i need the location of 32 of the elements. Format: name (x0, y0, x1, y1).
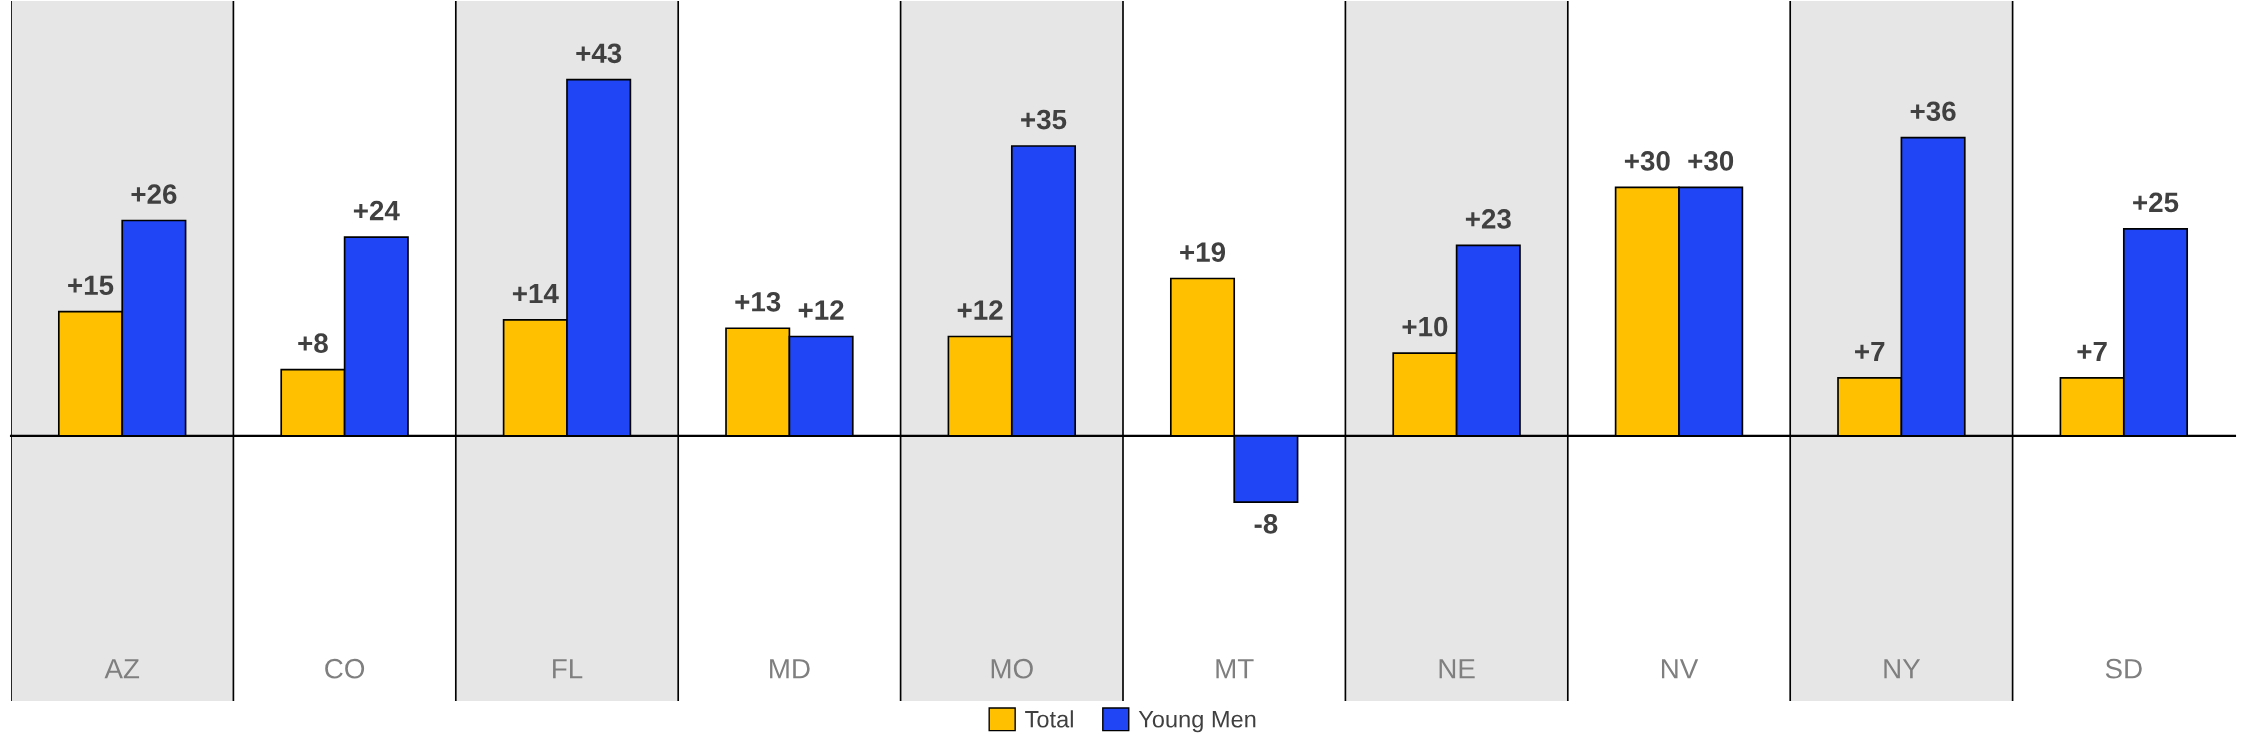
data-label: +13 (735, 291, 781, 312)
data-label: +7 (1855, 341, 1885, 362)
data-label: +8 (298, 333, 328, 354)
legend-label: Total (1025, 710, 1073, 728)
x-tick-label: NY (1884, 659, 1921, 679)
data-label: +15 (68, 275, 114, 296)
data-label: +12 (957, 300, 1003, 320)
data-label: +19 (1180, 242, 1226, 262)
x-tick-label: SD (2105, 658, 2142, 679)
data-label: +7 (2077, 341, 2107, 362)
data-label: +36 (1910, 101, 1956, 122)
data-label: -8 (1254, 514, 1278, 534)
x-tick-label: FL (553, 659, 583, 679)
x-tick-label: AZ (104, 659, 140, 679)
data-label: +12 (798, 300, 844, 320)
data-label: +10 (1402, 316, 1448, 337)
data-label: +25 (2133, 192, 2179, 213)
data-label: +43 (576, 43, 622, 64)
x-tick-label: CO (325, 658, 365, 679)
x-tick-label: MD (770, 659, 810, 679)
legend-label: Young Men (1138, 711, 1256, 733)
data-label: +14 (512, 283, 559, 304)
x-tick-label: MT (1216, 659, 1254, 679)
x-tick-label: MO (991, 658, 1033, 679)
data-label: +30 (1688, 151, 1734, 171)
data-label: +24 (353, 200, 400, 221)
data-label: +30 (1624, 151, 1670, 171)
data-label: +26 (131, 184, 177, 204)
data-label: +23 (1465, 209, 1511, 229)
x-tick-label: NV (1661, 659, 1699, 679)
x-tick-label: NE (1439, 659, 1475, 679)
data-label: +35 (1021, 109, 1067, 130)
